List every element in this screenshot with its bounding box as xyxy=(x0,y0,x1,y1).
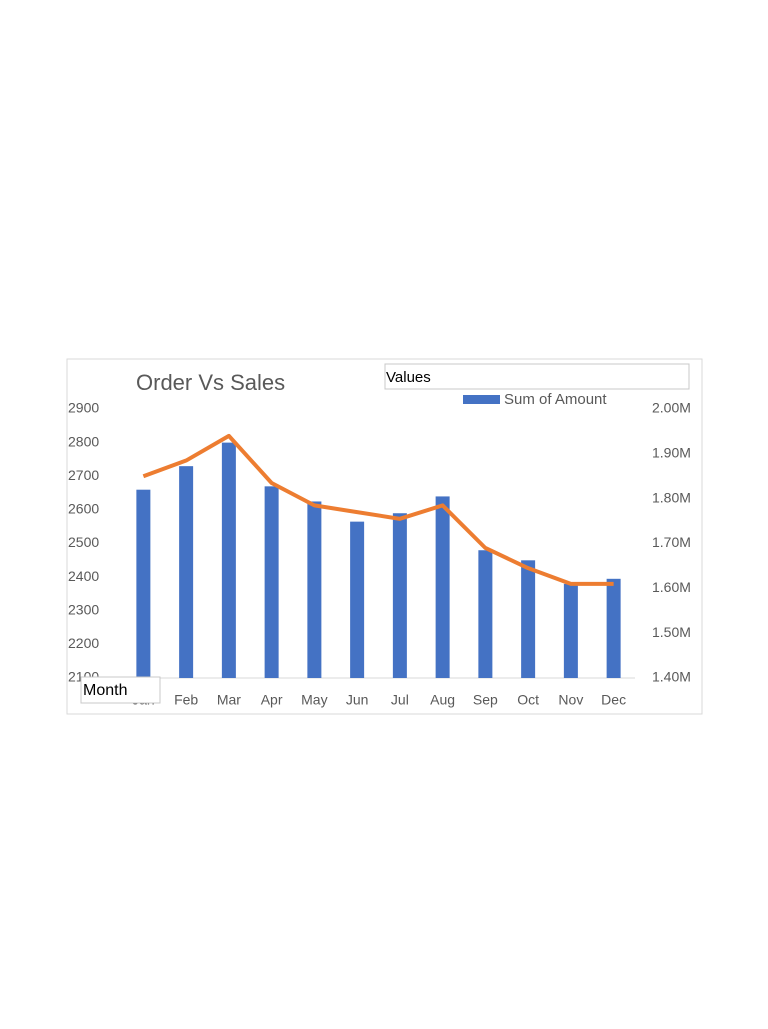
field-button[interactable] xyxy=(384,363,690,390)
x-tick-label: Jun xyxy=(346,692,369,708)
x-tick-label: Nov xyxy=(558,692,583,708)
y-tick-label: 2400 xyxy=(68,568,99,584)
field-button-label[interactable]: Values xyxy=(386,369,431,386)
y-tick-label: 2800 xyxy=(68,433,99,449)
bar xyxy=(221,442,236,678)
bar xyxy=(307,501,322,678)
legend-swatch xyxy=(463,395,500,404)
x-tick-label: Aug xyxy=(430,692,455,708)
bar xyxy=(136,489,151,678)
chart-title: Order Vs Sales xyxy=(136,370,285,395)
y2-tick-label: 2.00M xyxy=(652,400,691,416)
y2-tick-label: 1.50M xyxy=(652,624,691,640)
bar xyxy=(435,496,450,678)
bar xyxy=(350,521,365,678)
field-button-label[interactable]: Month xyxy=(83,682,127,699)
legend-label: Sum of Amount xyxy=(504,391,607,408)
bar xyxy=(606,578,621,678)
y2-tick-label: 1.70M xyxy=(652,534,691,550)
bar xyxy=(478,550,493,678)
x-tick-label: Oct xyxy=(517,692,539,708)
y2-tick-label: 1.80M xyxy=(652,489,691,505)
y-tick-label: 2200 xyxy=(68,635,99,651)
x-tick-label: Feb xyxy=(174,692,198,708)
x-tick-label: May xyxy=(301,692,327,708)
bar xyxy=(264,486,279,678)
x-tick-label: Mar xyxy=(217,692,241,708)
y2-tick-label: 1.60M xyxy=(652,579,691,595)
y-tick-label: 2500 xyxy=(68,534,99,550)
field-button[interactable] xyxy=(80,676,161,704)
x-tick-label: Sep xyxy=(473,692,498,708)
bar xyxy=(392,513,407,678)
line xyxy=(142,433,614,586)
y-tick-label: 2700 xyxy=(68,467,99,483)
bar xyxy=(563,583,578,678)
y2-tick-label: 1.40M xyxy=(652,669,691,685)
x-tick-label: Jul xyxy=(391,692,409,708)
x-tick-label: Dec xyxy=(601,692,626,708)
x-tick-label: Apr xyxy=(261,692,283,708)
y-tick-label: 2600 xyxy=(68,501,99,517)
chart-frame xyxy=(66,358,703,715)
bar xyxy=(179,466,194,678)
y-tick-label: 2300 xyxy=(68,601,99,617)
y-tick-label: 2900 xyxy=(68,400,99,416)
y2-tick-label: 1.90M xyxy=(652,445,691,461)
bar xyxy=(521,560,536,678)
